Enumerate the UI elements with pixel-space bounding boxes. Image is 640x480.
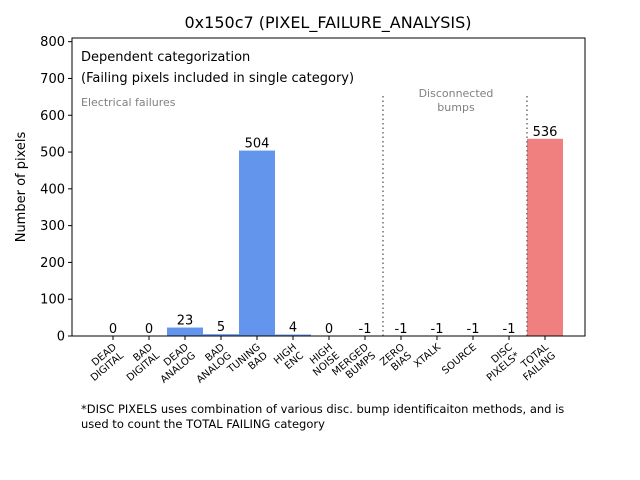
x-tick-label: HIGHENC	[272, 342, 306, 375]
x-tick-label: TOTALFAILING	[514, 342, 558, 384]
x-tick-label-text: DEADDIGITAL	[82, 342, 126, 384]
y-tick-label: 500	[40, 146, 65, 161]
x-tick-label: BADDIGITAL	[118, 342, 162, 384]
bar	[239, 150, 275, 336]
y-tick-label: 100	[40, 293, 65, 308]
bar-value-label: 5	[217, 320, 225, 335]
y-tick-label: 600	[40, 109, 65, 124]
x-tick-label-text: HIGHENC	[272, 342, 306, 375]
x-tick-label-text: SOURCE	[440, 342, 479, 377]
bar-value-label: -1	[503, 322, 516, 337]
x-tick-label-text: DEADANALOG	[152, 342, 199, 386]
bar-value-label: 504	[245, 137, 270, 152]
x-tick-label-text: TUNINGBAD	[225, 342, 270, 385]
x-tick-label-text: DISCPIXELS*	[478, 342, 522, 384]
disconnected-bumps-label-line1: Disconnected	[419, 87, 494, 100]
inset-title-line1: Dependent categorization	[81, 50, 250, 65]
footnote-line2: used to count the TOTAL FAILING category	[81, 417, 325, 431]
x-tick-label: DEADANALOG	[152, 342, 199, 386]
x-tick-label-text: MERGEDBUMPS	[330, 342, 378, 387]
x-tick-label-text: BADDIGITAL	[118, 342, 162, 384]
y-tick-label: 700	[40, 72, 65, 87]
x-tick-label-line: SOURCE	[440, 342, 479, 377]
x-tick-label: MERGEDBUMPS	[330, 342, 378, 387]
y-tick-label: 800	[40, 35, 65, 50]
plot-frame	[71, 37, 586, 337]
x-tick-label-text: TOTALFAILING	[514, 342, 558, 384]
y-tick-label: 300	[40, 219, 65, 234]
bar	[203, 334, 239, 336]
chart-title: 0x150c7 (PIXEL_FAILURE_ANALYSIS)	[185, 13, 472, 33]
inset-title-line2: (Failing pixels included in single categ…	[81, 71, 354, 86]
disconnected-bumps-label-line2: bumps	[437, 101, 475, 114]
bar-value-label: 0	[325, 322, 333, 337]
x-tick-label: SOURCE	[440, 342, 479, 377]
y-tick-label: 0	[57, 330, 65, 345]
x-tick-label: ZEROBIAS	[378, 342, 414, 377]
bar	[167, 327, 203, 336]
bar-value-label: -1	[467, 322, 480, 337]
bar-value-label: 0	[145, 322, 153, 337]
x-tick-label: DEADDIGITAL	[82, 342, 126, 384]
bar	[275, 334, 311, 336]
x-tick-label-text: BADANALOG	[188, 342, 235, 386]
bar-value-label: 23	[177, 314, 194, 329]
bar-value-label: -1	[359, 322, 372, 337]
bar	[527, 138, 563, 336]
x-tick-label: TUNINGBAD	[225, 342, 270, 385]
x-tick-label: XTALK	[412, 342, 443, 371]
bar-value-label: 0	[109, 322, 117, 337]
bar-value-label: -1	[395, 322, 408, 337]
bar-value-label: 536	[533, 125, 558, 140]
x-tick-label-line: XTALK	[412, 342, 443, 371]
electrical-failures-label: Electrical failures	[81, 96, 176, 109]
footnote-line1: *DISC PIXELS uses combination of various…	[81, 402, 564, 416]
bar-value-label: -1	[431, 322, 444, 337]
x-tick-label-text: ZEROBIAS	[378, 342, 414, 377]
bar-value-label: 4	[289, 321, 297, 336]
x-tick-label: DISCPIXELS*	[478, 342, 522, 384]
x-tick-label: BADANALOG	[188, 342, 235, 386]
y-tick-label: 200	[40, 256, 65, 271]
x-tick-label-text: XTALK	[412, 342, 443, 371]
y-axis-label: Number of pixels	[14, 131, 29, 242]
y-tick-label: 400	[40, 182, 65, 197]
